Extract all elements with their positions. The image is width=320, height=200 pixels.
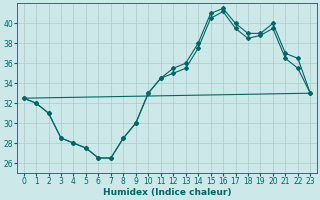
X-axis label: Humidex (Indice chaleur): Humidex (Indice chaleur) [103, 188, 231, 197]
